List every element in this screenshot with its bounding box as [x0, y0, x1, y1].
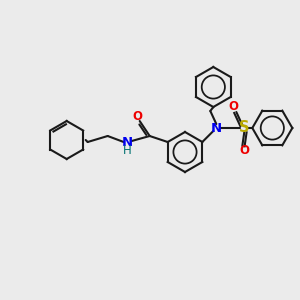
Text: N: N — [122, 136, 133, 148]
Text: O: O — [228, 100, 238, 113]
Text: N: N — [211, 122, 222, 134]
Text: S: S — [239, 121, 250, 136]
Text: H: H — [123, 145, 132, 158]
Text: O: O — [133, 110, 143, 122]
Text: O: O — [239, 145, 249, 158]
